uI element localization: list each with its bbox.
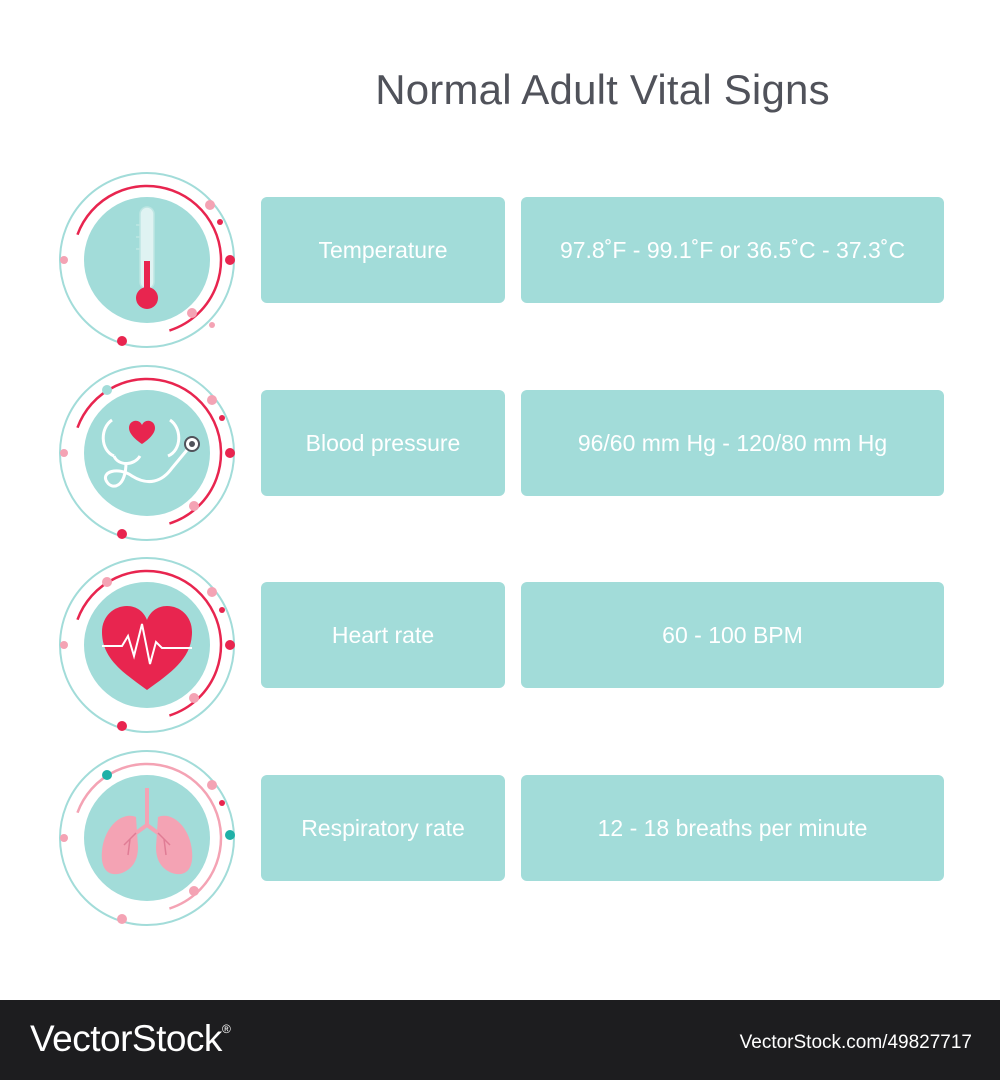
- watermark-footer: VectorStock® VectorStock.com/49827717: [0, 1000, 1000, 1080]
- vital-row-respiratory-rate: Respiratory rate 12 - 18 breaths per min…: [0, 743, 1000, 933]
- page-title: Normal Adult Vital Signs: [375, 66, 830, 113]
- vital-label-box: Blood pressure: [261, 390, 505, 496]
- vital-label: Respiratory rate: [301, 814, 465, 841]
- brand-logo[interactable]: VectorStock®: [30, 1018, 231, 1060]
- vital-label: Heart rate: [331, 621, 435, 648]
- vital-value: 97.8˚F - 99.1˚F or 36.5˚C - 37.3˚C: [559, 236, 906, 263]
- vital-row-blood-pressure: Blood pressure 96/60 mm Hg - 120/80 mm H…: [0, 358, 1000, 548]
- brand-name: VectorStock: [30, 1018, 222, 1059]
- vital-value: 12 - 18 breaths per minute: [597, 814, 868, 841]
- vital-value: 96/60 mm Hg - 120/80 mm Hg: [577, 429, 888, 456]
- heart-pulse-icon: [52, 550, 242, 740]
- stethoscope-heart-icon: [52, 358, 242, 548]
- vital-value-box: 60 - 100 BPM: [521, 582, 944, 688]
- vital-value-box: 12 - 18 breaths per minute: [521, 775, 944, 881]
- vital-label: Temperature: [318, 236, 448, 263]
- vital-value: 60 - 100 BPM: [662, 621, 803, 648]
- registered-mark: ®: [221, 1022, 231, 1036]
- vital-value-box: 97.8˚F - 99.1˚F or 36.5˚C - 37.3˚C: [521, 197, 944, 303]
- vital-label-box: Temperature: [261, 197, 505, 303]
- vital-label-box: Heart rate: [261, 582, 505, 688]
- stock-id[interactable]: VectorStock.com/49827717: [739, 1032, 972, 1053]
- lungs-icon: [52, 743, 242, 933]
- vital-row-heart-rate: Heart rate 60 - 100 BPM: [0, 550, 1000, 740]
- vital-row-temperature: Temperature 97.8˚F - 99.1˚F or 36.5˚C - …: [0, 165, 1000, 355]
- vital-label: Blood pressure: [305, 429, 461, 456]
- vital-label-box: Respiratory rate: [261, 775, 505, 881]
- thermometer-icon: [52, 165, 242, 355]
- vital-value-box: 96/60 mm Hg - 120/80 mm Hg: [521, 390, 944, 496]
